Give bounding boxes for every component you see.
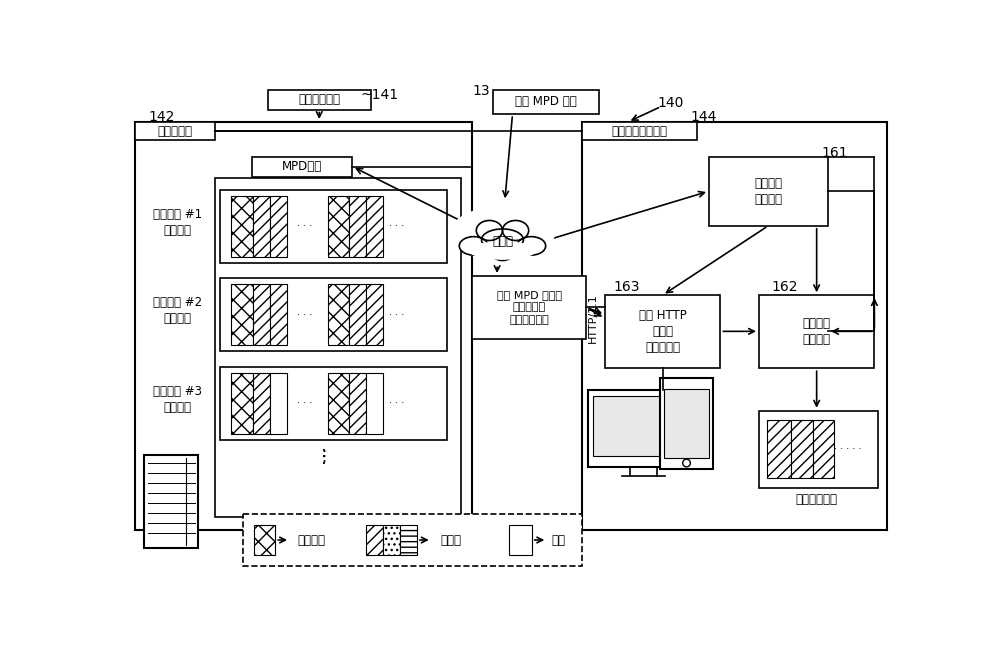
- Bar: [349, 373, 366, 434]
- Bar: [366, 524, 383, 556]
- Text: 片段: 片段: [552, 534, 566, 546]
- Text: · · · · ·: · · · · ·: [834, 444, 861, 454]
- Text: · · ·: · · ·: [297, 221, 312, 231]
- Bar: [144, 455, 198, 548]
- Text: 163: 163: [613, 280, 640, 294]
- Bar: [791, 420, 813, 479]
- Bar: [366, 373, 383, 434]
- Text: 再现运动图像: 再现运动图像: [796, 493, 838, 506]
- Ellipse shape: [491, 243, 514, 261]
- Ellipse shape: [517, 237, 546, 255]
- Bar: [349, 196, 366, 257]
- Bar: [759, 295, 874, 369]
- Text: 编码速度 #3
的片段组: 编码速度 #3 的片段组: [153, 385, 202, 414]
- Bar: [215, 178, 461, 517]
- Text: 获取 MPD 文件: 获取 MPD 文件: [515, 95, 577, 108]
- Bar: [253, 196, 270, 257]
- Ellipse shape: [476, 221, 502, 241]
- Text: 161: 161: [821, 146, 848, 160]
- Text: ⋮: ⋮: [315, 448, 333, 466]
- Bar: [767, 420, 791, 479]
- Bar: [759, 410, 878, 488]
- Bar: [383, 524, 400, 556]
- Text: MPD文件: MPD文件: [282, 160, 322, 173]
- Text: 142: 142: [148, 109, 175, 123]
- Bar: [400, 524, 417, 556]
- Bar: [270, 196, 287, 257]
- Bar: [709, 156, 828, 226]
- Text: · · ·: · · ·: [297, 398, 312, 408]
- Bar: [328, 284, 349, 345]
- Text: 运动图像
再现软件: 运动图像 再现软件: [803, 317, 831, 346]
- Text: 片段索引: 片段索引: [298, 534, 326, 546]
- Bar: [268, 90, 371, 109]
- Text: 用于 HTTP
访问的
客户端软件: 用于 HTTP 访问的 客户端软件: [639, 309, 687, 354]
- Bar: [509, 524, 532, 556]
- Bar: [582, 122, 887, 530]
- Bar: [366, 284, 383, 345]
- Bar: [253, 373, 270, 434]
- Ellipse shape: [482, 229, 523, 251]
- Bar: [270, 284, 287, 345]
- Bar: [231, 373, 253, 434]
- Bar: [220, 278, 447, 351]
- Bar: [593, 396, 695, 456]
- Bar: [135, 122, 215, 141]
- Text: 子片段: 子片段: [440, 534, 461, 546]
- Text: 流数据的
控制软件: 流数据的 控制软件: [754, 177, 782, 206]
- Bar: [328, 196, 349, 257]
- Bar: [231, 284, 253, 345]
- Bar: [231, 196, 253, 257]
- Bar: [253, 284, 270, 345]
- Bar: [220, 367, 447, 440]
- Text: 162: 162: [771, 280, 798, 294]
- Text: ~141: ~141: [360, 88, 398, 102]
- Ellipse shape: [502, 221, 529, 241]
- Bar: [328, 373, 349, 434]
- Bar: [605, 295, 720, 369]
- Text: 144: 144: [690, 109, 717, 123]
- Text: 140: 140: [657, 95, 684, 109]
- Text: · · ·: · · ·: [297, 310, 312, 320]
- Bar: [472, 276, 586, 339]
- Bar: [588, 390, 700, 467]
- Bar: [366, 196, 383, 257]
- Bar: [813, 420, 834, 479]
- Ellipse shape: [468, 241, 537, 260]
- Bar: [660, 379, 713, 469]
- Text: 网络服务器: 网络服务器: [157, 125, 192, 138]
- Text: 互联网: 互联网: [492, 235, 513, 248]
- Text: 编码速度 #2
的片段组: 编码速度 #2 的片段组: [153, 296, 202, 325]
- Bar: [349, 284, 366, 345]
- Text: 编码速度 #1
的片段组: 编码速度 #1 的片段组: [153, 208, 202, 237]
- Bar: [135, 122, 472, 530]
- Text: 运动图像再现终端: 运动图像再现终端: [612, 125, 668, 138]
- Ellipse shape: [459, 237, 488, 255]
- Text: 基于 MPD 文件的
信息请求／
分配必要数据: 基于 MPD 文件的 信息请求／ 分配必要数据: [497, 290, 562, 325]
- Ellipse shape: [450, 206, 555, 261]
- Bar: [664, 389, 709, 458]
- Bar: [243, 514, 582, 566]
- Text: 文件生成设备: 文件生成设备: [298, 93, 340, 106]
- Text: · · ·: · · ·: [389, 221, 405, 231]
- Bar: [254, 524, 275, 556]
- Bar: [582, 122, 697, 141]
- Ellipse shape: [468, 241, 537, 260]
- Bar: [252, 156, 352, 176]
- Text: 13: 13: [473, 84, 491, 98]
- Bar: [493, 90, 599, 114]
- Text: · · ·: · · ·: [389, 310, 405, 320]
- Bar: [220, 190, 447, 263]
- Text: HTTP/1.1: HTTP/1.1: [588, 294, 598, 343]
- Text: · · ·: · · ·: [389, 398, 405, 408]
- Text: ⋮: ⋮: [316, 450, 331, 464]
- Bar: [270, 373, 287, 434]
